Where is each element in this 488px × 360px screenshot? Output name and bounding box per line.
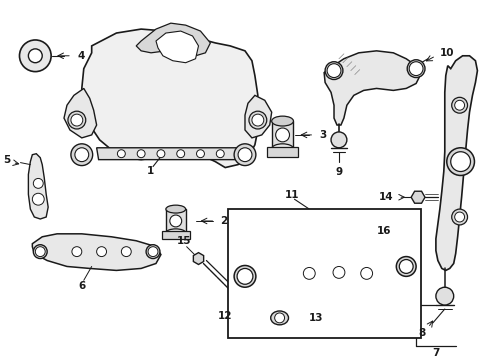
Polygon shape	[97, 148, 242, 159]
Bar	[271, 121, 293, 149]
Circle shape	[275, 128, 289, 142]
Circle shape	[20, 40, 51, 72]
Text: 5: 5	[3, 155, 11, 165]
Ellipse shape	[68, 111, 85, 129]
Polygon shape	[136, 23, 210, 56]
Ellipse shape	[234, 265, 255, 287]
Circle shape	[28, 49, 42, 63]
Ellipse shape	[165, 205, 185, 213]
Ellipse shape	[395, 257, 415, 276]
Text: 8: 8	[418, 328, 425, 338]
Circle shape	[303, 267, 315, 279]
Circle shape	[332, 266, 344, 278]
Circle shape	[157, 150, 164, 158]
Ellipse shape	[33, 245, 47, 258]
Circle shape	[408, 62, 422, 76]
Circle shape	[237, 269, 252, 284]
Ellipse shape	[451, 209, 467, 225]
Polygon shape	[156, 31, 198, 63]
Ellipse shape	[146, 245, 160, 258]
Ellipse shape	[271, 144, 293, 154]
Text: 1: 1	[146, 166, 153, 176]
Ellipse shape	[451, 97, 467, 113]
Polygon shape	[238, 253, 410, 296]
Polygon shape	[81, 29, 257, 167]
Text: 7: 7	[431, 347, 439, 357]
Circle shape	[251, 114, 263, 126]
Circle shape	[71, 114, 82, 126]
Polygon shape	[64, 89, 97, 138]
Circle shape	[33, 179, 43, 188]
Polygon shape	[410, 191, 424, 203]
Polygon shape	[32, 234, 161, 270]
Text: 9: 9	[335, 167, 342, 176]
Circle shape	[72, 247, 81, 257]
Polygon shape	[28, 154, 48, 219]
Ellipse shape	[71, 144, 93, 166]
Text: 3: 3	[319, 130, 326, 140]
Circle shape	[435, 287, 453, 305]
Bar	[162, 231, 189, 239]
Ellipse shape	[325, 62, 342, 80]
Circle shape	[75, 148, 88, 162]
Polygon shape	[324, 51, 419, 125]
Ellipse shape	[407, 60, 424, 77]
Circle shape	[216, 150, 224, 158]
Ellipse shape	[270, 311, 288, 325]
Circle shape	[169, 215, 182, 227]
Ellipse shape	[271, 116, 293, 126]
Polygon shape	[244, 95, 271, 138]
Circle shape	[274, 313, 284, 323]
Text: 6: 6	[78, 281, 85, 291]
Polygon shape	[106, 78, 235, 127]
Ellipse shape	[248, 111, 266, 129]
Circle shape	[196, 150, 204, 158]
Circle shape	[454, 100, 464, 110]
Ellipse shape	[234, 144, 255, 166]
Circle shape	[360, 267, 372, 279]
Circle shape	[454, 212, 464, 222]
Bar	[165, 209, 185, 233]
Bar	[266, 147, 298, 157]
Polygon shape	[193, 253, 203, 265]
Text: 12: 12	[217, 311, 232, 321]
Circle shape	[117, 150, 125, 158]
Circle shape	[326, 64, 340, 77]
Text: 13: 13	[308, 313, 323, 323]
Text: 4: 4	[78, 51, 85, 61]
Circle shape	[148, 247, 158, 257]
Text: 14: 14	[378, 192, 392, 202]
Ellipse shape	[165, 229, 185, 237]
Circle shape	[330, 132, 346, 148]
Circle shape	[121, 247, 131, 257]
Circle shape	[32, 193, 44, 205]
Ellipse shape	[446, 148, 473, 175]
Circle shape	[137, 150, 145, 158]
Circle shape	[176, 150, 184, 158]
Bar	[228, 209, 420, 338]
Circle shape	[399, 260, 412, 273]
Text: 10: 10	[439, 48, 453, 58]
Text: 16: 16	[376, 226, 390, 236]
Text: 2: 2	[220, 216, 227, 226]
Circle shape	[238, 148, 251, 162]
Text: 11: 11	[285, 190, 299, 200]
Circle shape	[97, 247, 106, 257]
Text: 15: 15	[176, 236, 190, 246]
Circle shape	[35, 247, 45, 257]
Circle shape	[450, 152, 469, 171]
Polygon shape	[435, 56, 476, 270]
